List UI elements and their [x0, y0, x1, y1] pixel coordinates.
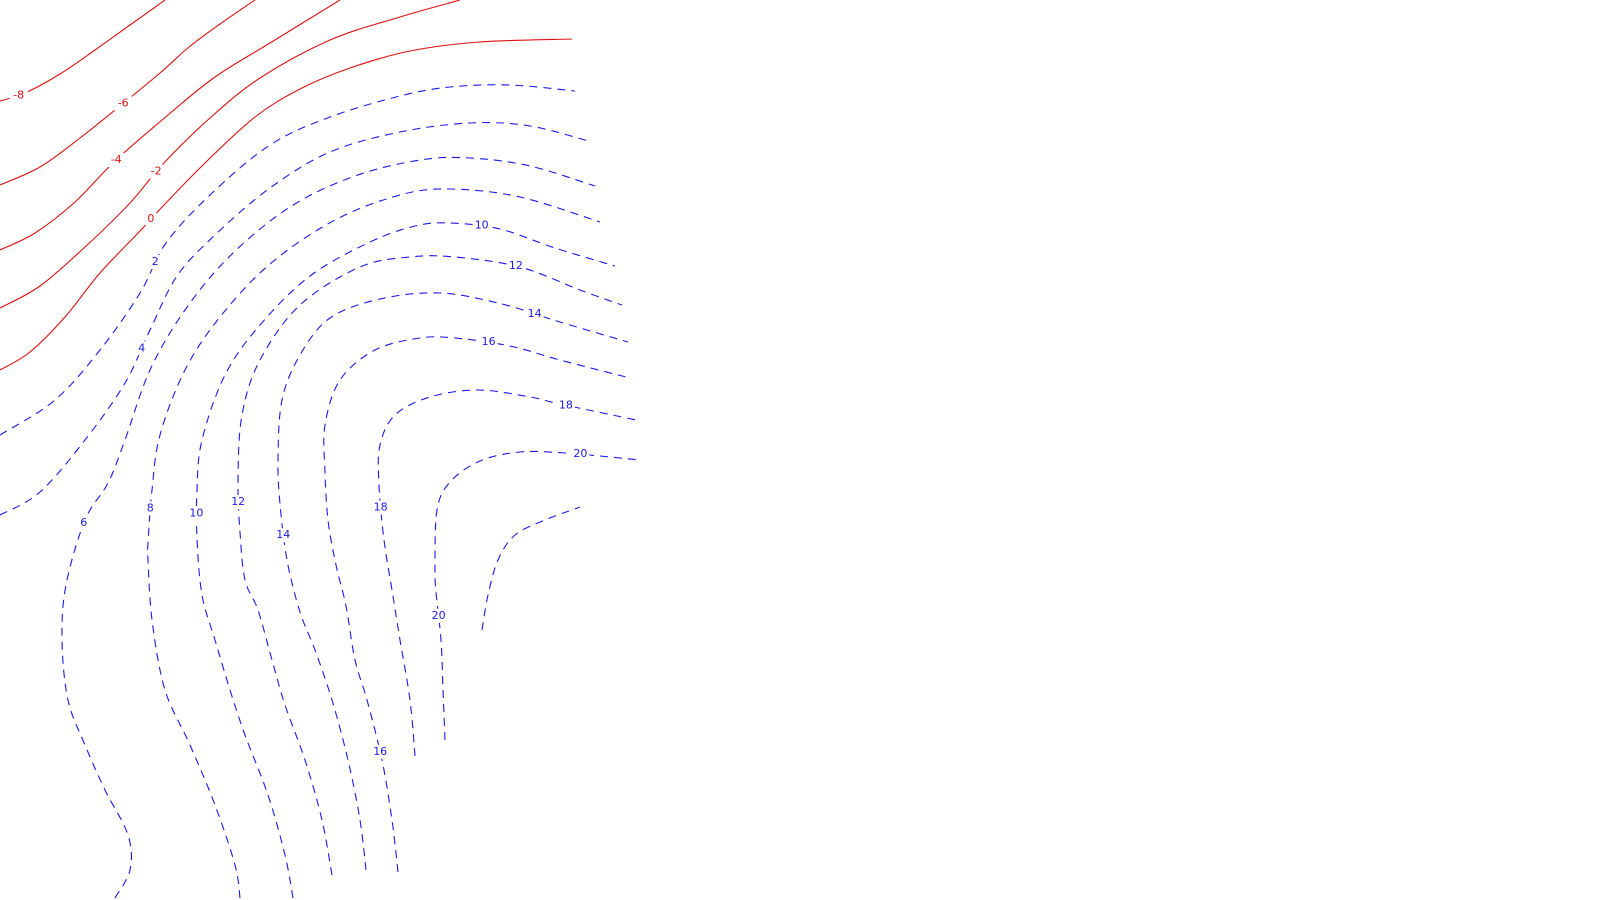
contour-label: 6: [80, 516, 87, 529]
contour-line-level-18: [377, 389, 637, 757]
contour-line-level-neg2: [0, 0, 461, 309]
contour-label-background: [479, 335, 498, 350]
contour-label-background: [274, 528, 293, 543]
contour-line-level-neg4: [0, 0, 341, 251]
contour-line-level-10: [195, 222, 616, 899]
contour-label: 18: [374, 501, 388, 514]
contour-label: 16: [373, 745, 387, 758]
contour-line-level-neg6: [0, 0, 256, 186]
contour-label-background: [149, 255, 161, 269]
contour-label-background: [114, 96, 133, 111]
contour-label: 14: [276, 528, 290, 541]
contour-label-background: [145, 212, 157, 227]
contour-label: 20: [573, 447, 587, 460]
contour-line-level-8: [146, 188, 601, 899]
contour-label: 4: [138, 341, 145, 354]
contour-label: -2: [151, 165, 162, 178]
contour-lines: [0, 0, 641, 899]
contour-line-level-22: [481, 506, 581, 631]
contour-label-background: [78, 516, 90, 531]
contour-label: 2: [152, 255, 159, 268]
contour-label: -8: [13, 89, 24, 102]
contour-label-background: [147, 164, 166, 179]
contour-label-background: [371, 744, 390, 759]
contour-label: 14: [528, 307, 542, 320]
contour-label-background: [187, 506, 206, 521]
contour-line-level-6: [61, 156, 596, 899]
contour-label: 8: [147, 501, 154, 514]
contour-label-background: [472, 218, 491, 233]
contour-label-background: [144, 501, 156, 516]
contour-label: 0: [147, 212, 154, 225]
contour-line-level-16: [323, 336, 631, 873]
contour-line-level-4: [0, 122, 593, 516]
contour-line-level-0: [0, 38, 573, 371]
contour-line-level-14: [277, 292, 629, 871]
contour-line-level-20: [434, 450, 641, 741]
contour-label-background: [107, 152, 126, 167]
contour-label-background: [429, 608, 448, 623]
contour-label: -6: [118, 96, 129, 109]
contour-label: 18: [559, 398, 573, 411]
contour-label-background: [371, 500, 390, 515]
contour-label-background: [9, 88, 28, 103]
contour-label: 10: [475, 219, 489, 232]
contour-line-level-neg8: [0, 0, 166, 102]
contour-label-background: [506, 259, 525, 273]
contour-line-level-2: [0, 84, 576, 436]
contour-label-background: [136, 341, 148, 356]
contour-labels: -8 -6 -4 -2 0 2 4 6 8 10 10 12 12 14 14 16 16 18 18 20 20: [9, 88, 590, 759]
contour-line-level-12: [237, 255, 623, 876]
contour-label: -4: [111, 153, 122, 166]
contour-label: 16: [482, 335, 496, 348]
contour-label: 12: [231, 495, 245, 508]
contour-label-background: [525, 306, 544, 321]
contour-label-background: [571, 447, 590, 462]
contour-label-background: [229, 495, 248, 510]
contour-label: 10: [189, 507, 203, 520]
contour-label: 12: [509, 259, 523, 272]
contour-label: 20: [432, 609, 446, 622]
contour-label-background: [556, 398, 575, 413]
